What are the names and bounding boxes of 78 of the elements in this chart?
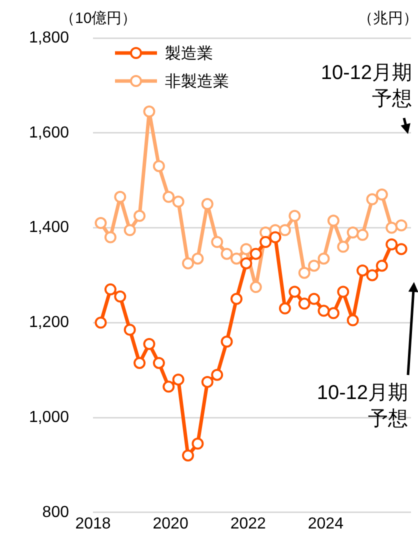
point (182, 257, 194, 270)
point (201, 376, 214, 388)
point (288, 210, 301, 222)
x-tick-label: 2022 (230, 515, 266, 532)
point (114, 190, 126, 203)
annotation: 10-12月期予想 (320, 61, 412, 112)
x-tick-label: 2018 (75, 515, 111, 532)
point (124, 224, 136, 236)
point (376, 260, 388, 272)
point (250, 281, 262, 294)
point (278, 302, 291, 314)
point (220, 336, 233, 348)
y-tick-label: 1,400 (28, 219, 70, 236)
point (172, 196, 184, 208)
point (308, 292, 320, 305)
point (366, 269, 378, 282)
point (376, 188, 388, 201)
point (318, 304, 330, 317)
point (386, 222, 398, 234)
point (327, 307, 340, 320)
point (104, 283, 116, 296)
point (114, 290, 126, 303)
point (308, 260, 320, 272)
point (192, 252, 204, 265)
point (356, 264, 369, 276)
y-axis-title: （10億円） (60, 10, 137, 27)
point (240, 257, 252, 270)
point (162, 380, 175, 393)
point (386, 238, 398, 250)
point (124, 324, 136, 336)
point (395, 219, 408, 232)
point (211, 368, 224, 381)
point (346, 314, 359, 326)
y-tick-label: 1,000 (28, 408, 70, 426)
point (152, 160, 165, 172)
point (269, 231, 282, 244)
point (288, 286, 301, 298)
point (162, 190, 175, 203)
y-tick-label: 800 (42, 504, 70, 521)
y-tick-label: 1,800 (28, 29, 70, 46)
annotation: 10-12月期予想 (316, 381, 408, 432)
point (230, 292, 242, 305)
point (172, 374, 184, 386)
point (230, 252, 242, 265)
text: （兆円） (358, 9, 418, 29)
y-tick-label: 1,600 (28, 124, 70, 142)
point (143, 338, 156, 350)
point (152, 356, 165, 369)
point (104, 231, 116, 244)
point (395, 243, 408, 256)
point (192, 438, 204, 450)
point (298, 266, 310, 279)
point (94, 316, 107, 329)
x-tick-label: 2024 (308, 515, 344, 532)
point (211, 236, 224, 248)
point (356, 228, 369, 241)
point (201, 198, 214, 210)
point (220, 248, 233, 260)
point (260, 236, 272, 248)
point (327, 214, 340, 227)
y-tick-label: 1,200 (28, 314, 70, 332)
point (318, 252, 330, 265)
legend-label: 非製造業 (165, 72, 229, 90)
point (182, 449, 194, 462)
point (134, 356, 146, 369)
point (250, 248, 262, 260)
point (337, 240, 350, 253)
point (278, 224, 291, 236)
point (134, 210, 146, 222)
point (337, 286, 350, 298)
point (240, 243, 252, 256)
point (366, 193, 378, 206)
point (346, 226, 359, 239)
point (298, 298, 310, 310)
point (143, 106, 156, 118)
point (94, 217, 107, 230)
legend-label: 製造業 (165, 44, 213, 62)
x-tick-label: 2020 (152, 515, 188, 532)
